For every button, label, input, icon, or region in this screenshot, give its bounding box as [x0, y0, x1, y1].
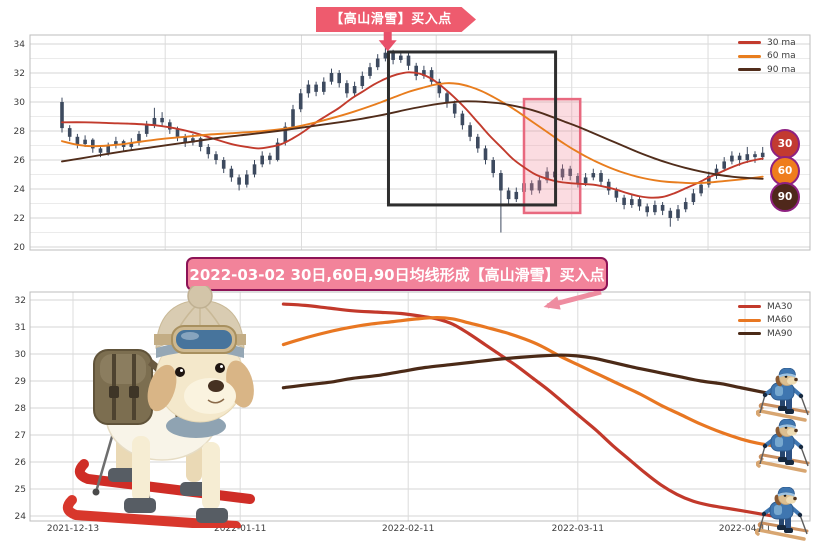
svg-text:25: 25: [15, 485, 26, 495]
legend-line-icon: [738, 68, 761, 72]
pompom: [187, 283, 213, 309]
svg-text:20: 20: [14, 243, 26, 253]
legend-item-MA30: MA30: [738, 300, 792, 314]
bottom-ma-line-MA30: [281, 302, 785, 519]
ma-badge-90: 90: [770, 182, 800, 212]
svg-text:28: 28: [14, 127, 26, 137]
top-ma-line-30ma: [61, 71, 764, 199]
top-candlestick-chart: 20 22 24 26 28 30 32 34: [14, 30, 811, 253]
bottom-chart-legend: MA30 MA60 MA90: [738, 300, 792, 341]
legend-label: 30 ma: [767, 37, 796, 48]
svg-text:26: 26: [14, 156, 26, 166]
svg-text:2021-12-13: 2021-12-13: [47, 524, 99, 534]
svg-text:22: 22: [14, 214, 25, 224]
skis-icon: [62, 459, 255, 531]
legend-item-90ma: 90 ma: [738, 63, 796, 77]
top-ma-line-60ma: [61, 82, 764, 185]
legend-item-30ma: 30 ma: [738, 36, 796, 50]
svg-text:24: 24: [15, 512, 27, 522]
dog-face: [175, 363, 236, 414]
svg-text:27: 27: [15, 431, 26, 441]
svg-text:34: 34: [14, 40, 26, 50]
legend-label: 90 ma: [767, 64, 796, 75]
svg-text:2022-04-11: 2022-04-11: [719, 524, 771, 534]
dog-ear-left: [147, 364, 177, 412]
legend-line-icon: [738, 41, 761, 45]
buy-point-banner: 【高山滑雪】买入点: [316, 7, 476, 32]
skier-dog-icon: [756, 368, 812, 422]
svg-text:24: 24: [14, 185, 26, 195]
legend-label: MA60: [767, 315, 793, 326]
svg-text:2022-01-11: 2022-01-11: [214, 524, 266, 534]
legend-item-MA90: MA90: [738, 327, 792, 341]
ma-badge-30: 30: [770, 129, 800, 159]
dog-skier-image: [58, 283, 262, 532]
skier-dog-icon: [756, 419, 812, 473]
svg-text:2022-02-11: 2022-02-11: [382, 524, 434, 534]
legend-item-MA60: MA60: [738, 314, 792, 328]
bottom-y-axis-labels: 24 25 26 27 28 29 30 31 32: [15, 296, 27, 522]
legend-line-icon: [738, 54, 761, 58]
bottom-x-axis-labels: 2021-12-13 2022-01-11 2022-02-11 2022-03-11…: [47, 524, 771, 534]
top-chart-legend: 30 ma 60 ma 90 ma: [738, 36, 796, 77]
legend-label: MA30: [767, 301, 793, 312]
legend-line-icon: [738, 305, 761, 309]
svg-text:31: 31: [15, 323, 26, 333]
highlight-box-black: [386, 50, 558, 207]
skier-dog-icon: [755, 487, 811, 541]
top-y-axis-labels: 20 22 24 26 28 30 32 34: [14, 40, 26, 253]
bottom-ma-line-MA60: [281, 315, 785, 449]
legend-label: MA90: [767, 328, 793, 339]
svg-text:2022-03-11: 2022-03-11: [552, 524, 604, 534]
svg-text:29: 29: [15, 377, 27, 387]
legend-line-icon: [738, 332, 761, 336]
svg-text:26: 26: [15, 458, 27, 468]
ski-goggles-icon: [154, 325, 246, 354]
legend-line-icon: [738, 318, 761, 322]
legend-item-60ma: 60 ma: [738, 50, 796, 64]
buy-point-arrow-icon: [378, 30, 397, 52]
svg-text:32: 32: [15, 296, 26, 306]
near-legs: [124, 436, 228, 523]
legend-label: 60 ma: [767, 51, 796, 62]
highlight-box-pink: [522, 97, 582, 215]
signal-description-banner: 2022-03-02 30日,60日,90日均线形成【高山滑雪】买入点: [186, 257, 608, 291]
callout-arrow-icon: [543, 289, 602, 310]
top-ma-line-90ma: [61, 100, 764, 180]
svg-text:28: 28: [15, 404, 27, 414]
svg-text:30: 30: [14, 98, 26, 108]
svg-text:32: 32: [14, 69, 25, 79]
bottom-ma-line-MA90: [281, 353, 785, 398]
svg-text:30: 30: [15, 350, 27, 360]
